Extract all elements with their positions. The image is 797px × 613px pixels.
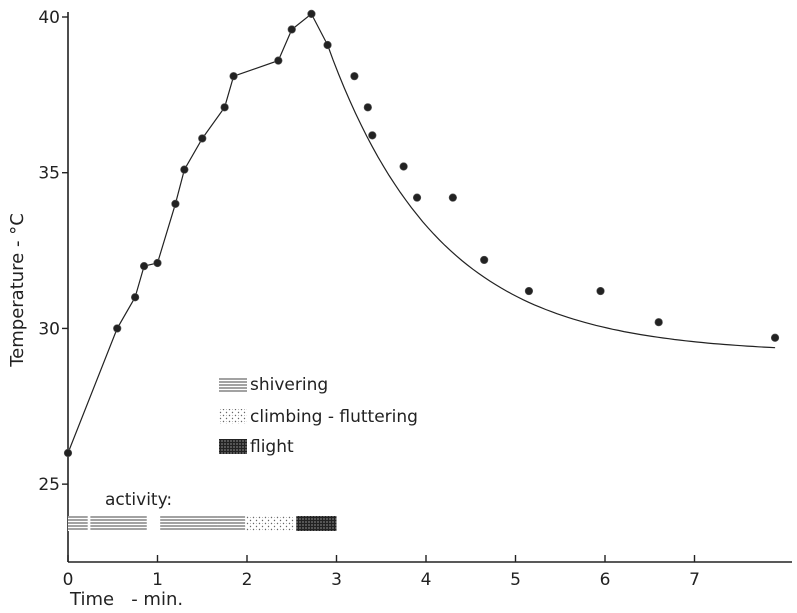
axes [67,12,792,563]
x-tick-label-4: 4 [421,570,432,590]
data-point-18 [412,193,422,202]
legend-swatch-flight [219,439,247,454]
x-tick-label-7: 7 [689,570,700,590]
activity-bar-shivering [217,516,246,531]
x-tick-label-6: 6 [600,570,611,590]
activity-bars [68,516,337,531]
data-point-1 [113,324,122,333]
data-point-5 [171,199,180,208]
data-point-17 [399,162,408,171]
data-points [63,9,780,458]
activity-bar-shivering [160,516,218,531]
data-point-15 [363,103,372,112]
data-point-22 [596,286,605,296]
activity-label: activity: [105,490,172,510]
data-point-14 [350,72,359,81]
x-tick-label-2: 2 [242,570,253,590]
legend-label-flight: flight [250,437,294,457]
data-point-7 [198,134,207,143]
data-point-3 [139,262,149,271]
legend-label-shivering: shivering [250,375,328,395]
data-point-2 [131,293,140,302]
y-tick-label-3: 40 [38,8,60,28]
data-point-23 [654,318,663,327]
x-tick-label-0: 0 [63,570,74,590]
data-point-16 [368,131,377,140]
cooling-curve [327,44,776,349]
legend-swatch-shivering [219,377,247,392]
activity-bar-climbing [245,516,294,531]
data-point-8 [220,103,229,112]
data-point-9 [229,72,238,81]
x-tick-label-5: 5 [510,570,521,590]
data-point-21 [524,286,534,296]
y-tick-label-2: 35 [38,164,60,184]
activity-bar-shivering [90,516,147,531]
data-point-20 [480,255,489,265]
data-point-24 [770,333,780,342]
y-tick-label-0: 25 [38,475,60,495]
x-ticks: 0 1 2 3 4 5 6 7 [63,555,700,590]
data-point-6 [180,165,189,174]
legend-swatch-climbing [219,409,247,424]
x-tick-label-3: 3 [331,570,342,590]
y-tick-label-1: 30 [38,319,60,339]
x-axis-title: Time - min. [69,589,183,610]
activity-legend: shivering climbing - fluttering flight [219,375,418,457]
y-axis-title: Temperature - °C [7,213,28,368]
data-point-4 [153,258,162,268]
activity-bar-shivering [68,516,88,531]
data-point-13 [323,40,332,50]
data-point-12 [307,9,316,18]
x-tick-label-1: 1 [152,570,163,590]
data-point-10 [274,56,283,65]
data-point-0 [63,448,73,458]
legend-label-climbing: climbing - fluttering [250,407,418,427]
data-point-11 [287,25,296,34]
warming-polyline [67,12,329,454]
y-ticks: 25 30 35 40 [38,8,68,495]
data-point-19 [448,193,457,202]
series-temperature [67,12,776,454]
activity-bar-flight [296,516,337,531]
